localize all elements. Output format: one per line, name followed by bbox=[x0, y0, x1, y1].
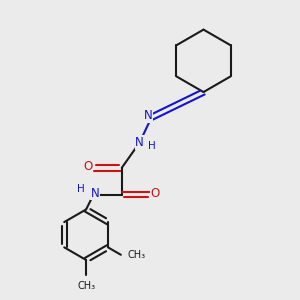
Text: N: N bbox=[135, 136, 144, 149]
Text: O: O bbox=[151, 187, 160, 200]
Text: H: H bbox=[77, 184, 85, 194]
Text: N: N bbox=[143, 109, 152, 122]
Text: CH₃: CH₃ bbox=[128, 250, 146, 260]
Text: N: N bbox=[91, 187, 99, 200]
Text: CH₃: CH₃ bbox=[77, 281, 95, 291]
Text: H: H bbox=[148, 141, 156, 151]
Text: O: O bbox=[84, 160, 93, 173]
